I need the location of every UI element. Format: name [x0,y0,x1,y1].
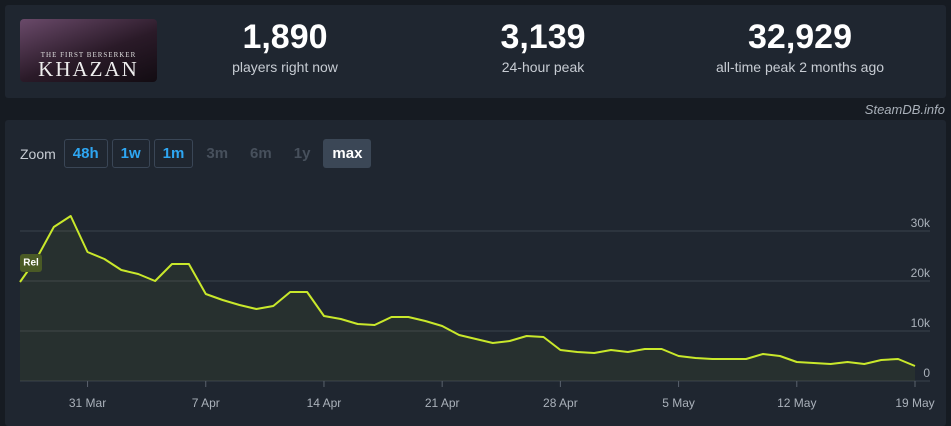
x-tick-label: 7 Apr [192,396,220,410]
zoom-button[interactable]: max [323,139,372,168]
stat: 3,139 24-hour peak [423,18,663,75]
zoom-button: 3m [206,145,229,162]
stat-label: all-time peak 2 months ago [715,59,885,75]
annotation: Rel [23,258,39,269]
game-title: KHAZAN [38,57,139,81]
x-tick-label: 28 Apr [543,396,578,410]
stat-label: 24-hour peak [501,59,585,75]
x-tick-label: 31 Mar [69,396,106,410]
y-tick-label: 30k [911,216,931,230]
zoom-button[interactable]: 48h [63,139,108,168]
stat: 1,890 players right now [165,18,405,75]
zoom-button[interactable]: 1w [111,139,150,168]
zoom-button[interactable]: 1m [153,139,194,168]
y-tick-label: 20k [911,266,931,280]
area [20,216,915,381]
y-tick-label: 10k [911,316,931,330]
game-image: THE FIRST BERSERKER KHAZAN [20,19,157,82]
stat-label: players right now [232,59,338,75]
annotation-box [20,254,42,272]
stat-value: 32,929 [748,18,852,56]
stat-value: 1,890 [242,18,328,56]
zoom-bar: Zoom 48h 1w 1m 3m 6m 1y max [20,139,372,168]
stat: 32,929 all-time peak 2 months ago [680,18,920,75]
x-tick-label: 5 May [662,396,695,410]
zoom-label: Zoom [20,145,56,162]
game-subtitle: THE FIRST BERSERKER [40,51,137,59]
x-tick-label: 14 Apr [307,396,342,410]
zoom-button: 6m [250,145,272,162]
zoom-button: 1y [293,145,311,162]
x-tick-label: 21 Apr [425,396,460,410]
x-tick-label: 12 May [777,396,816,410]
stats-panel [5,5,946,98]
line [19,215,916,367]
y-tick-label: 0 [923,366,930,380]
source: SteamDB.info [864,102,945,117]
stat-value: 3,139 [500,18,586,56]
x-tick-label: 19 May [895,396,934,410]
